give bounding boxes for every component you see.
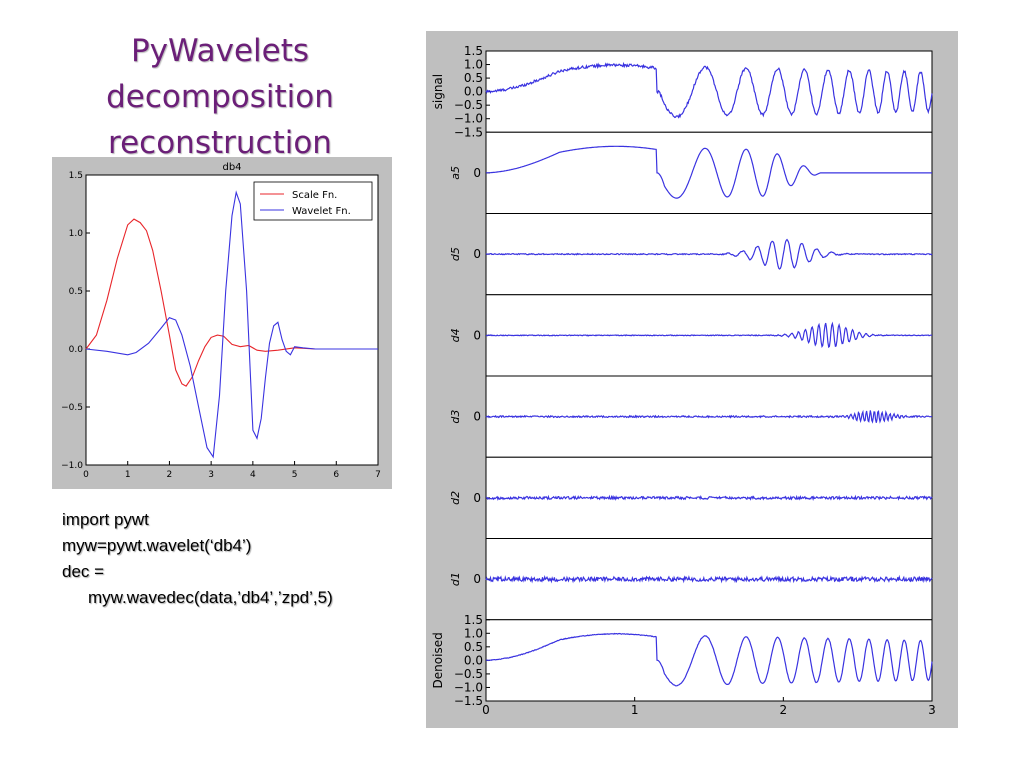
panel-area (485, 619, 933, 702)
panel-d2: 0 d2 (449, 456, 933, 539)
x-tick-label: 1 (631, 703, 639, 717)
y-tick-label: 0 (473, 410, 481, 424)
x-tick-label: 4 (250, 470, 256, 480)
code-line-1: import pywt (62, 510, 149, 529)
y-axis-label: d1 (449, 572, 462, 586)
x-tick-label: 6 (333, 470, 339, 480)
panel-d1: 0 d1 (449, 538, 933, 621)
y-axis-label: Denoised (431, 632, 445, 688)
series-line (485, 632, 933, 687)
series-line (85, 218, 378, 387)
y-tick-label: 1.0 (464, 626, 483, 640)
slide-title: PyWavelets decomposition reconstruction (30, 28, 410, 166)
y-tick-label: 0 (473, 572, 481, 586)
y-tick-label: 0.0 (464, 85, 483, 99)
panel-area (485, 50, 933, 133)
series-line (485, 494, 933, 502)
title-line-2: decomposition (106, 79, 334, 115)
series-line (485, 574, 933, 584)
y-tick-label: −0.5 (61, 403, 83, 413)
panel-a5: 0 a5 (449, 131, 933, 214)
y-axis-label: d2 (449, 491, 462, 505)
y-tick-label: 0 (473, 491, 481, 505)
y-tick-label: −1.0 (454, 680, 483, 694)
y-tick-label: 0 (473, 247, 481, 261)
y-tick-label: 0 (473, 166, 481, 180)
legend-box (253, 181, 373, 221)
y-axis-label: a5 (449, 166, 462, 180)
x-tick-label: 5 (292, 470, 298, 480)
panel-d5: 0 d5 (449, 213, 933, 296)
y-tick-label: 1.5 (464, 613, 483, 627)
y-tick-label: −1.5 (454, 694, 483, 708)
series-line (485, 321, 933, 349)
x-tick-label: 7 (375, 470, 381, 480)
y-tick-label: 1.5 (69, 171, 83, 181)
y-tick-label: 1.5 (464, 44, 483, 58)
code-snippet: import pywt myw=pywt.wavelet(‘db4’) dec … (62, 507, 422, 611)
series-line (485, 61, 933, 119)
y-axis-label: d4 (449, 328, 462, 342)
y-tick-label: 0.0 (464, 653, 483, 667)
y-tick-label: 0.5 (464, 71, 483, 85)
y-tick-label: 1.0 (464, 58, 483, 72)
legend-label: Scale Fn. (292, 190, 337, 201)
code-line-4: myw.wavedec(data,’db4’,’zpd’,5) (88, 588, 333, 607)
y-tick-label: 0.5 (464, 640, 483, 654)
y-tick-label: 1.0 (69, 229, 84, 239)
plot-area (85, 174, 379, 466)
y-axis-label: signal (431, 74, 445, 110)
db4-wavelet-chart: db4 0 1 2 3 4 5 6 7 1.5 1.0 0.5 0.0 −0.5 −1.0 Scale Fn.… (52, 157, 392, 489)
x-tick-label: 3 (208, 470, 214, 480)
x-tick-label: 0 (83, 470, 89, 480)
x-tick-label: 2 (780, 703, 788, 717)
code-line-2: myw=pywt.wavelet(‘db4’) (62, 536, 252, 555)
y-axis-label: d3 (449, 410, 462, 424)
y-tick-label: −0.5 (454, 98, 483, 112)
x-tick-label: 3 (928, 703, 936, 717)
series-line (85, 190, 378, 459)
legend-label: Wavelet Fn. (292, 206, 351, 217)
series-line (485, 238, 933, 270)
code-line-3: dec = (62, 562, 105, 581)
title-line-1: PyWavelets (130, 33, 310, 69)
y-tick-label: 0.0 (69, 345, 84, 355)
title-line-3: reconstruction (108, 125, 332, 161)
y-axis-label: d5 (449, 247, 462, 261)
y-tick-label: −0.5 (454, 667, 483, 681)
series-line (485, 145, 932, 199)
y-tick-label: 0 (473, 328, 481, 342)
panel-signal: 1.51.00.50.0−0.5−1.0−1.5 signal (431, 44, 933, 139)
panel-d4: 0 d4 (449, 294, 933, 377)
x-tick-label: 0 (482, 703, 490, 717)
chart-title: db4 (222, 162, 241, 173)
y-tick-label: −1.0 (61, 461, 83, 471)
x-tick-label: 1 (125, 470, 131, 480)
decomposition-chart: 1.51.00.50.0−0.5−1.0−1.5signal0a50d50d40… (426, 31, 958, 728)
series-line (485, 409, 933, 424)
x-tick-label: 2 (167, 470, 173, 480)
legend: Scale Fn. Wavelet Fn. (253, 181, 373, 221)
panel-d3: 0 d3 (449, 375, 933, 458)
panel-denoised: 1.51.00.50.0−0.5−1.0−1.5 Denoised (431, 613, 933, 708)
y-tick-label: 0.5 (69, 287, 83, 297)
y-tick-label: −1.5 (454, 125, 483, 139)
y-tick-label: −1.0 (454, 112, 483, 126)
